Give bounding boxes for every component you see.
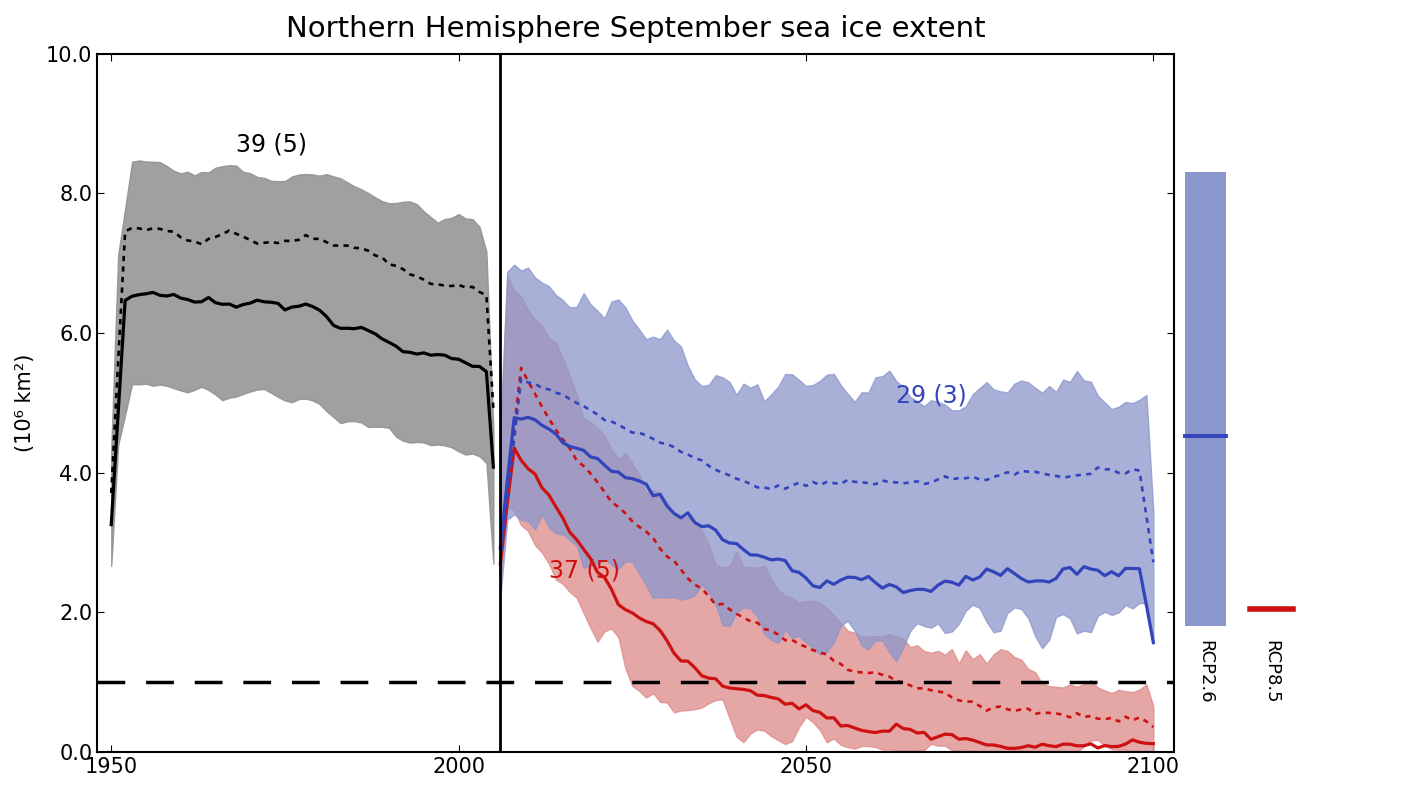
Text: RCP2.6: RCP2.6 [1196, 641, 1215, 704]
Text: RCP8.5: RCP8.5 [1262, 641, 1281, 704]
Text: 39 (5): 39 (5) [237, 132, 307, 157]
Text: 29 (3): 29 (3) [897, 384, 967, 408]
Y-axis label: (10⁶ km²): (10⁶ km²) [16, 354, 36, 452]
Bar [1185, 173, 1226, 626]
Text: 37 (5): 37 (5) [549, 558, 620, 583]
Title: Northern Hemisphere September sea ice extent: Northern Hemisphere September sea ice ex… [287, 15, 985, 43]
